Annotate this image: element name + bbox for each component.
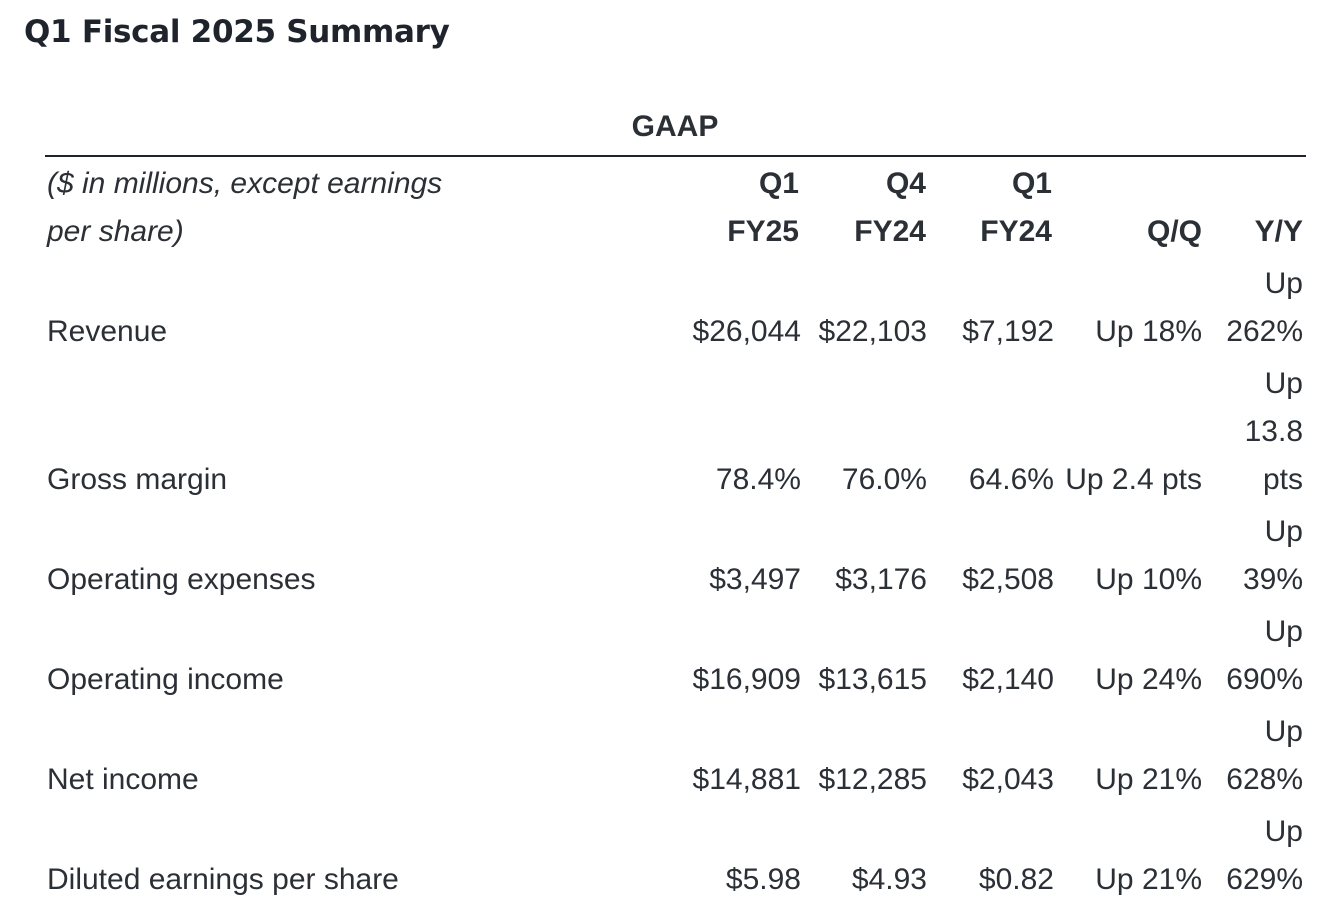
cell-q1fy25: 78.4% [715, 463, 801, 496]
col-header-q1fy25-line2: FY25 [727, 215, 799, 248]
cell-q1fy24: $0.82 [978, 863, 1054, 896]
cell-qq: Up 21% [1095, 763, 1202, 796]
cell-yy-line3: pts [1262, 463, 1303, 496]
cell-q1fy25: $16,909 [692, 663, 801, 696]
cell-qq: Up 10% [1095, 563, 1202, 596]
cell-q4fy24: $12,285 [818, 763, 927, 796]
cell-q1fy24: $2,043 [962, 763, 1054, 796]
col-header-qq: Q/Q [1146, 215, 1202, 248]
col-header-q4fy24-line2: FY24 [854, 215, 926, 248]
row-label: Operating expenses [47, 563, 316, 596]
cell-qq: Up 21% [1095, 863, 1202, 896]
cell-q1fy25: $26,044 [692, 315, 801, 348]
cell-yy-line1: Up [1264, 715, 1303, 748]
row-label: Net income [47, 763, 199, 796]
header-rule [45, 155, 1306, 157]
row-label: Diluted earnings per share [47, 863, 399, 896]
cell-yy-line1: Up [1264, 615, 1303, 648]
col-header-q1fy24-line2: FY24 [980, 215, 1052, 248]
col-header-q1fy24-line1: Q1 [1011, 167, 1052, 200]
header-caption-line2: per share) [47, 215, 184, 248]
header-caption-line1: ($ in millions, except earnings [47, 167, 443, 200]
cell-qq: Up 18% [1095, 315, 1202, 348]
cell-q4fy24: $4.93 [851, 863, 927, 896]
cell-yy-line2: 39% [1242, 563, 1303, 596]
col-header-yy: Y/Y [1254, 215, 1303, 248]
row-label: Revenue [47, 315, 168, 348]
cell-q1fy24: $2,508 [962, 563, 1054, 596]
cell-q1fy25: $14,881 [692, 763, 801, 796]
cell-qq: Up 2.4 pts [1065, 463, 1202, 496]
cell-q4fy24: 76.0% [841, 463, 927, 496]
cell-q1fy24: 64.6% [968, 463, 1054, 496]
cell-yy-line2: 262% [1226, 315, 1303, 348]
cell-q1fy25: $5.98 [725, 863, 801, 896]
cell-q4fy24: $22,103 [818, 315, 927, 348]
row-label: Operating income [47, 663, 284, 696]
cell-yy-line1: Up [1264, 267, 1303, 300]
col-header-q4fy24-line1: Q4 [885, 167, 926, 200]
page-title: Q1 Fiscal 2025 Summary [24, 14, 450, 50]
cell-yy-line2: 629% [1226, 863, 1303, 896]
row-label: Gross margin [47, 463, 228, 496]
cell-yy-line2: 690% [1226, 663, 1303, 696]
cell-yy-line1: Up [1264, 815, 1303, 848]
cell-qq: Up 24% [1095, 663, 1202, 696]
cell-q1fy25: $3,497 [709, 563, 801, 596]
cell-yy-line1: Up [1264, 367, 1303, 400]
cell-q4fy24: $3,176 [835, 563, 927, 596]
cell-q4fy24: $13,615 [818, 663, 927, 696]
col-header-q1fy25-line1: Q1 [758, 167, 799, 200]
cell-yy-line1: Up [1264, 515, 1303, 548]
cell-q1fy24: $2,140 [962, 663, 1054, 696]
section-label-gaap: GAAP [631, 110, 719, 143]
cell-q1fy24: $7,192 [962, 315, 1054, 348]
cell-yy-line2: 628% [1226, 763, 1303, 796]
cell-yy-line2: 13.8 [1244, 415, 1303, 448]
